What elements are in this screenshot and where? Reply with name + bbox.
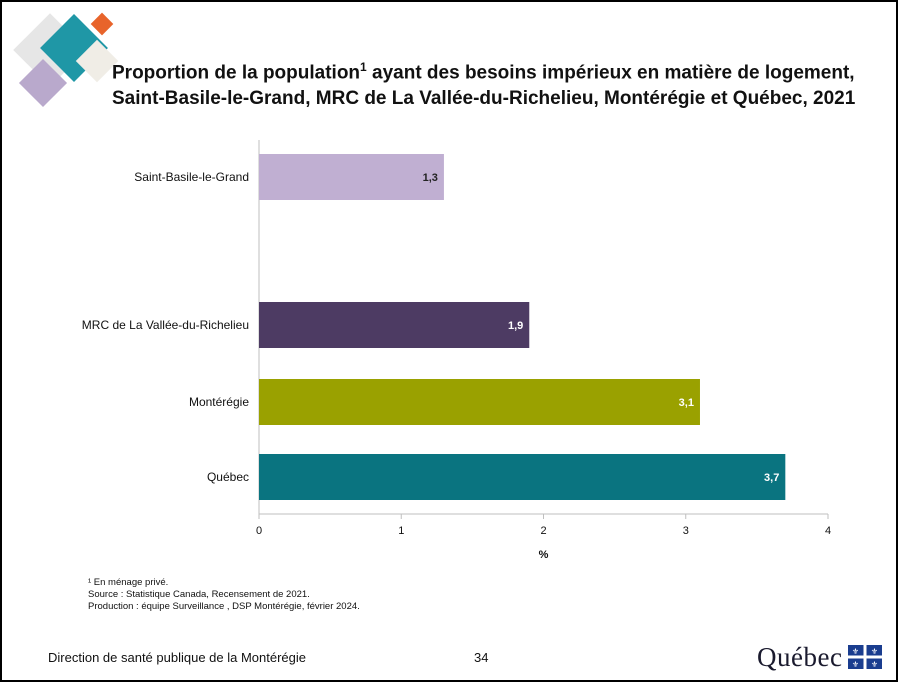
category-label-0: Saint-Basile-le-Grand — [134, 170, 249, 184]
category-label-3: Québec — [207, 470, 249, 484]
note-production: Production : équipe Surveillance , DSP M… — [88, 601, 360, 612]
page-number: 34 — [474, 650, 489, 665]
x-axis-label: % — [539, 549, 549, 561]
data-label-3: 3,7 — [764, 472, 779, 484]
category-label-1: MRC de La Vallée-du-Richelieu — [82, 318, 249, 332]
diamond-orange — [90, 12, 114, 36]
note-private-household: ¹ En ménage privé. — [88, 577, 169, 588]
fleur-de-lis-flag-icon: ⚜ ⚜ ⚜ ⚜ — [848, 645, 883, 669]
chart-notes: ¹ En ménage privé. Source : Statistique … — [88, 577, 360, 613]
x-tick-label-2: 2 — [540, 525, 546, 537]
data-label-0: 1,3 — [423, 172, 438, 184]
svg-text:⚜: ⚜ — [871, 647, 878, 656]
note-source: Source : Statistique Canada, Recensement… — [88, 589, 310, 600]
chart-title: Proportion de la population1 ayant des b… — [112, 54, 872, 112]
decorative-diamonds-logo — [13, 12, 119, 108]
diamond-lilac — [18, 58, 68, 108]
bar-2 — [259, 379, 700, 425]
x-tick-label-4: 4 — [825, 525, 831, 537]
data-label-2: 3,1 — [679, 397, 694, 409]
title-line2: Saint-Basile-le-Grand, MRC de La Vallée-… — [112, 88, 856, 110]
x-tick-label-1: 1 — [398, 525, 404, 537]
bar-3 — [259, 454, 786, 500]
category-label-2: Montérégie — [189, 395, 249, 409]
title-line1: Proportion de la population — [112, 62, 361, 84]
bar-0 — [259, 154, 444, 200]
bar-chart: 1,3 Saint-Basile-le-Grand 1,9 MRC de La Val… — [82, 140, 831, 561]
quebec-logo: Québec ⚜ ⚜ ⚜ ⚜ — [757, 639, 883, 675]
svg-text:⚜: ⚜ — [871, 660, 878, 669]
x-tick-label-0: 0 — [256, 525, 262, 537]
bar-1 — [259, 302, 530, 348]
svg-text:⚜: ⚜ — [852, 647, 859, 656]
svg-text:⚜: ⚜ — [852, 660, 859, 669]
title-superscript: 1 — [360, 60, 367, 74]
x-tick-label-3: 3 — [683, 525, 689, 537]
title-line1-rest: ayant des besoins impérieux en matière d… — [366, 62, 855, 84]
footer-organization: Direction de santé publique de la Montér… — [48, 650, 307, 665]
data-label-1: 1,9 — [508, 320, 523, 332]
logo-text: Québec — [757, 641, 843, 672]
